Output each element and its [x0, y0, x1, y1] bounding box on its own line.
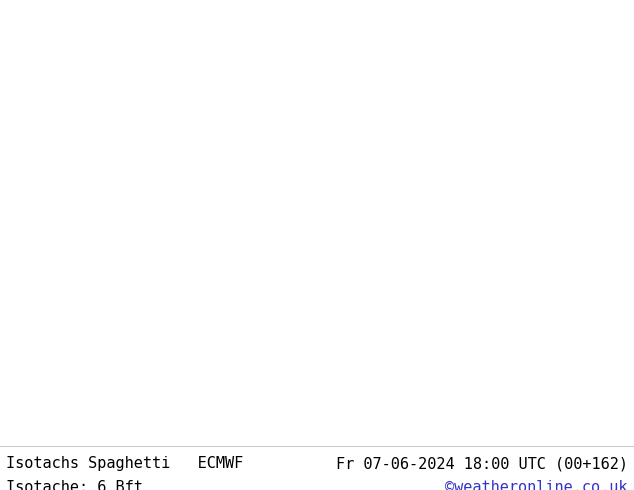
- Text: Isotache: 6 Bft: Isotache: 6 Bft: [6, 480, 143, 490]
- Text: Isotachs Spaghetti   ECMWF: Isotachs Spaghetti ECMWF: [6, 456, 243, 471]
- Text: ©weatheronline.co.uk: ©weatheronline.co.uk: [445, 480, 628, 490]
- Text: Fr 07-06-2024 18:00 UTC (00+162): Fr 07-06-2024 18:00 UTC (00+162): [335, 456, 628, 471]
